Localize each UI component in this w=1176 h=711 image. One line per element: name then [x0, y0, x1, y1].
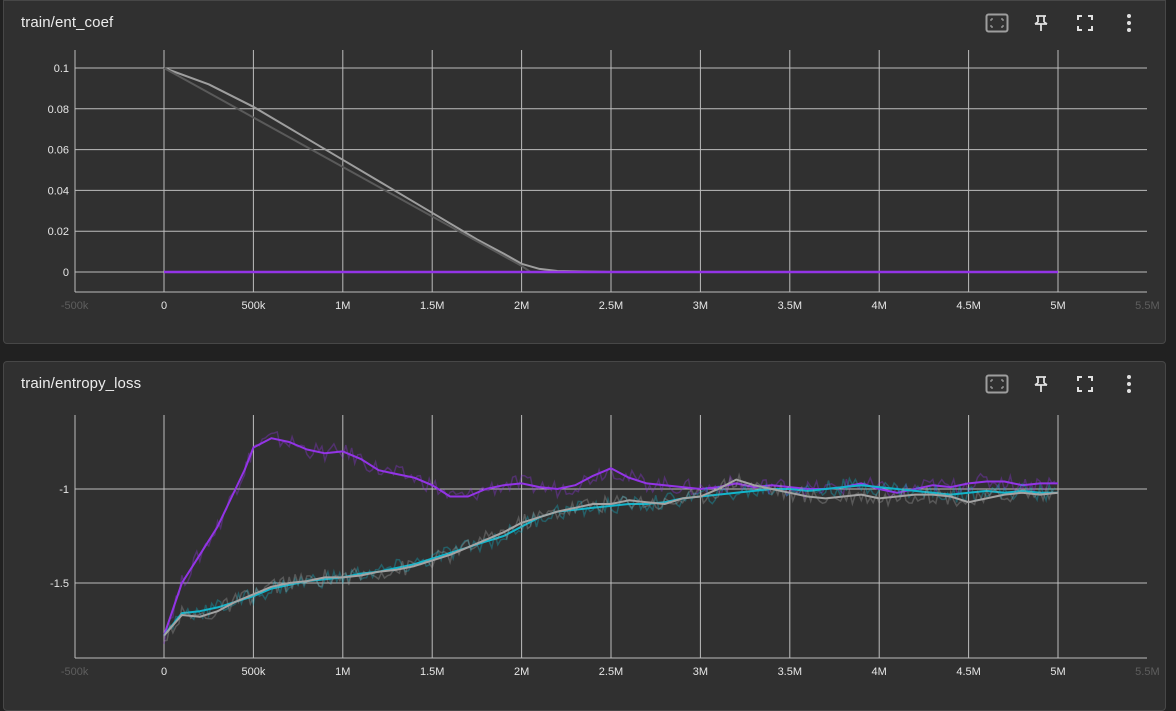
fullscreen-icon — [1077, 376, 1093, 392]
x-tick-label: -500k — [61, 300, 89, 312]
x-tick-label: 1.5M — [420, 666, 444, 678]
y-tick-label: 0.04 — [48, 185, 69, 197]
x-tick-label: 4.5M — [956, 300, 980, 312]
x-tick-label: 5.5M — [1135, 300, 1159, 312]
x-tick-label: 3.5M — [778, 300, 802, 312]
y-tick-label: 0 — [63, 267, 69, 279]
x-tick-label: 0 — [161, 666, 167, 678]
series-line — [163, 478, 1059, 637]
fit-domain-button[interactable] — [975, 370, 1019, 398]
x-tick-label: 4M — [872, 666, 887, 678]
fit-domain-button[interactable] — [975, 9, 1019, 37]
series-line — [163, 67, 1058, 273]
fit-domain-icon — [985, 13, 1009, 33]
y-tick-label: 0.08 — [48, 104, 69, 116]
x-tick-label: 3.5M — [778, 666, 802, 678]
x-tick-label: 5M — [1050, 300, 1065, 312]
series-raw-line — [163, 472, 1056, 642]
x-tick-label: 4M — [872, 300, 887, 312]
x-tick-label: 500k — [241, 300, 265, 312]
x-tick-label: 1M — [335, 666, 350, 678]
y-tick-label: 0.1 — [54, 63, 69, 75]
pin-button[interactable] — [1019, 370, 1063, 398]
y-tick-label: 0.06 — [48, 145, 69, 157]
x-tick-label: 5.5M — [1135, 666, 1159, 678]
chart-card-ent-coef: train/ent_coef — [3, 0, 1166, 344]
chart-title: train/entropy_loss — [21, 375, 142, 392]
more-options-button[interactable] — [1107, 9, 1151, 37]
fullscreen-button[interactable] — [1063, 9, 1107, 37]
chart-toolbar — [975, 370, 1151, 398]
x-tick-label: 3M — [693, 300, 708, 312]
x-tick-label: 0 — [161, 300, 167, 312]
series-raw-line — [163, 430, 1056, 645]
ent-coef-chart: -500k 0 500k 1M 1.5M 2M 2.5M 3M 3.5M 4M 4.5M 5M 5.5M… — [48, 50, 1160, 312]
y-tick-label: 0.02 — [48, 226, 69, 238]
x-tick-label: 1.5M — [420, 300, 444, 312]
more-options-button[interactable] — [1107, 370, 1151, 398]
fullscreen-button[interactable] — [1063, 370, 1107, 398]
chart-toolbar — [975, 9, 1151, 37]
chart-card-entropy-loss: train/entropy_loss — [3, 361, 1166, 711]
x-tick-label: 5M — [1050, 666, 1065, 678]
chart-title: train/ent_coef — [21, 14, 114, 31]
x-tick-label: 1M — [335, 300, 350, 312]
fullscreen-icon — [1077, 15, 1093, 31]
x-tick-label: 2.5M — [599, 666, 623, 678]
entropy-loss-chart: -500k 0 500k 1M 1.5M 2M 2.5M 3M 3.5M 4M 4.5M 5M 5.5M… — [50, 415, 1160, 678]
x-tick-label: 2M — [514, 300, 529, 312]
more-vert-icon — [1127, 14, 1131, 32]
series-raw-line — [163, 476, 1056, 636]
x-tick-label: -500k — [61, 666, 89, 678]
more-vert-icon — [1127, 375, 1131, 393]
y-tick-label: -1.5 — [50, 578, 69, 590]
x-tick-label: 500k — [241, 666, 265, 678]
x-tick-label: 3M — [693, 666, 708, 678]
pin-button[interactable] — [1019, 9, 1063, 37]
y-tick-label: -1 — [59, 484, 69, 496]
pin-icon — [1034, 15, 1048, 31]
x-tick-label: 4.5M — [956, 666, 980, 678]
pin-icon — [1034, 376, 1048, 392]
x-tick-label: 2M — [514, 666, 529, 678]
x-tick-label: 2.5M — [599, 300, 623, 312]
fit-domain-icon — [985, 374, 1009, 394]
